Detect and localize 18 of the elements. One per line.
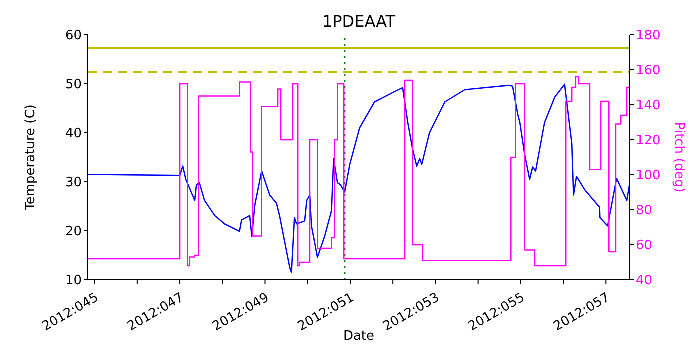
y-tick-label: 40 [65,126,82,142]
y2-tick-label: 140 [636,98,661,114]
y-axis-title: Temperature (C) [24,104,39,212]
y2-tick-label: 80 [636,204,653,219]
y-tick-label: 50 [65,78,82,93]
y2-tick-label: 40 [636,274,653,289]
y2-tick-label: 60 [636,238,653,254]
y-tick-label: 20 [65,224,82,240]
x-axis-title: Date [343,329,375,344]
y-tick-label: 60 [65,28,82,44]
y2-tick-label: 100 [636,168,661,184]
y-tick-label: 30 [65,176,82,191]
y2-axis-title: Pitch (deg) [671,122,686,193]
y2-tick-label: 180 [636,28,661,44]
y-tick-label: 10 [65,274,82,289]
y2-tick-label: 160 [636,64,661,79]
chart-title: 1PDEAAT [321,12,397,31]
y2-tick-label: 120 [636,134,661,149]
